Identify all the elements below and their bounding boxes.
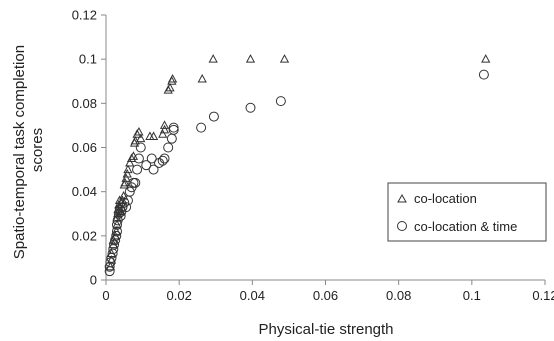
x-tick-label: 0.04 xyxy=(240,288,265,303)
legend-label: co-location xyxy=(414,191,477,206)
co-location-point xyxy=(481,54,491,63)
co-location-and-time-point xyxy=(141,160,152,171)
co-location-and-time-point xyxy=(478,69,489,80)
legend-box xyxy=(387,182,547,242)
co-location-point xyxy=(163,85,173,94)
co-location-point xyxy=(165,82,175,92)
x-axis-label: Physical-tie strength xyxy=(258,321,393,338)
data-points xyxy=(104,54,491,277)
co-location-point xyxy=(108,239,118,249)
co-location-and-time-point xyxy=(124,186,135,197)
x-tick-label: 0.12 xyxy=(532,288,554,303)
y-tick-label: 0.12 xyxy=(72,8,97,23)
co-location-and-time-point xyxy=(196,122,207,133)
co-location-point xyxy=(245,54,256,63)
co-location-point xyxy=(112,213,122,222)
co-location-and-time-point xyxy=(111,230,122,241)
y-axis-label-line-2: scores xyxy=(29,128,46,172)
co-location-point xyxy=(279,54,290,63)
co-location-point xyxy=(120,177,130,187)
y-axis-label: Spatio-temporal task completion scores xyxy=(11,41,46,259)
co-location-and-time-point xyxy=(168,124,179,135)
y-tick-label: 0.08 xyxy=(72,96,97,111)
co-location-and-time-point xyxy=(132,164,143,175)
x-tick-label: 0.06 xyxy=(313,288,338,303)
y-tick-label: 0.02 xyxy=(72,228,97,243)
legend-entry-co-location-and-time: co-location & time xyxy=(397,219,517,234)
co-location-and-time-point xyxy=(148,164,159,175)
co-location-and-time-point xyxy=(168,122,179,133)
co-location-point xyxy=(106,255,117,264)
co-location-and-time-point xyxy=(146,153,157,164)
x-tick-label: 0 xyxy=(102,288,109,303)
co-location-point xyxy=(136,133,146,143)
y-tick-label: 0.04 xyxy=(72,184,97,199)
legend: co-location co-location & time xyxy=(387,182,547,242)
legend-entry-co-location: co-location xyxy=(397,191,477,206)
co-location-point xyxy=(159,124,170,134)
co-location-point xyxy=(125,157,135,167)
co-location-and-time-point xyxy=(208,111,219,122)
y-tick-label: 0 xyxy=(90,273,97,288)
co-location-and-time-point xyxy=(245,102,256,113)
co-location-and-time-point xyxy=(166,133,177,144)
y-tick-labels: 0 0.02 0.04 0.06 0.08 0.1 0.12 xyxy=(72,8,97,288)
co-location-and-time-point xyxy=(111,226,122,237)
y-tick-label: 0.06 xyxy=(72,140,97,155)
co-location-and-time-point xyxy=(135,142,146,153)
co-location-point xyxy=(167,73,178,83)
co-location-and-time-point xyxy=(275,96,286,107)
y-axis-label-line-1: Spatio-temporal task completion xyxy=(11,45,28,259)
co-location-and-time-point xyxy=(130,177,141,188)
co-location-point xyxy=(106,248,117,257)
co-location-point xyxy=(158,129,168,138)
co-location-point xyxy=(132,129,142,138)
legend-triangle-marker xyxy=(397,193,407,203)
x-tick-label: 0.1 xyxy=(463,288,481,303)
co-location-point xyxy=(113,208,123,218)
co-location-point xyxy=(208,54,218,63)
co-location-and-time-point xyxy=(111,219,122,230)
co-location-point xyxy=(126,153,137,163)
co-location-point xyxy=(134,126,144,136)
co-location-and-time-point xyxy=(157,155,168,166)
x-tick-labels: 0 0.02 0.04 0.06 0.08 0.1 0.12 xyxy=(102,288,554,303)
co-location-and-time-point xyxy=(117,202,128,213)
co-location-and-time-point xyxy=(133,153,144,164)
co-location-point xyxy=(108,235,118,244)
x-tick-label: 0.02 xyxy=(167,288,192,303)
legend-label: co-location & time xyxy=(414,219,517,234)
x-tick-label: 0.08 xyxy=(386,288,411,303)
co-location-point xyxy=(197,73,207,83)
axes xyxy=(101,14,546,285)
legend-circle-marker xyxy=(397,221,407,231)
co-location-point xyxy=(111,226,121,235)
co-location-point xyxy=(159,120,170,129)
co-location-point xyxy=(110,230,120,240)
co-location-point xyxy=(148,131,159,140)
co-location-and-time-point xyxy=(163,142,174,153)
co-location-and-time-point xyxy=(121,202,132,213)
co-location-and-time-point xyxy=(159,153,170,164)
y-tick-label: 0.1 xyxy=(79,52,97,67)
co-location-point xyxy=(123,164,133,174)
co-location-point xyxy=(121,173,131,182)
co-location-point xyxy=(122,168,132,178)
